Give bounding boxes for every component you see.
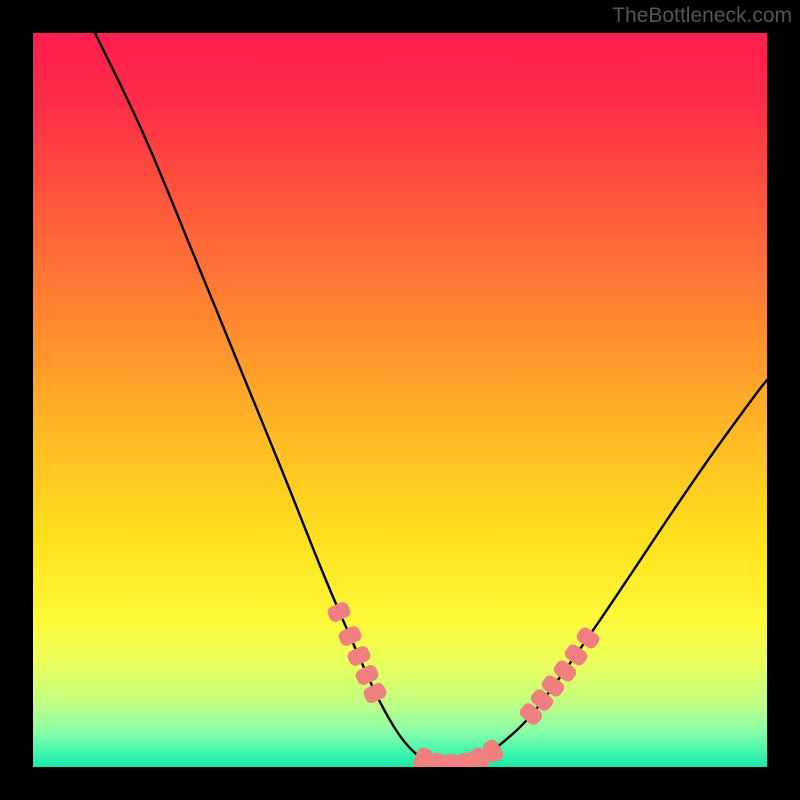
watermark-text: TheBottleneck.com — [612, 4, 792, 28]
plot-area — [33, 33, 767, 767]
outer-frame: TheBottleneck.com — [0, 0, 800, 800]
gradient-background — [33, 33, 767, 767]
chart-svg — [33, 33, 767, 767]
